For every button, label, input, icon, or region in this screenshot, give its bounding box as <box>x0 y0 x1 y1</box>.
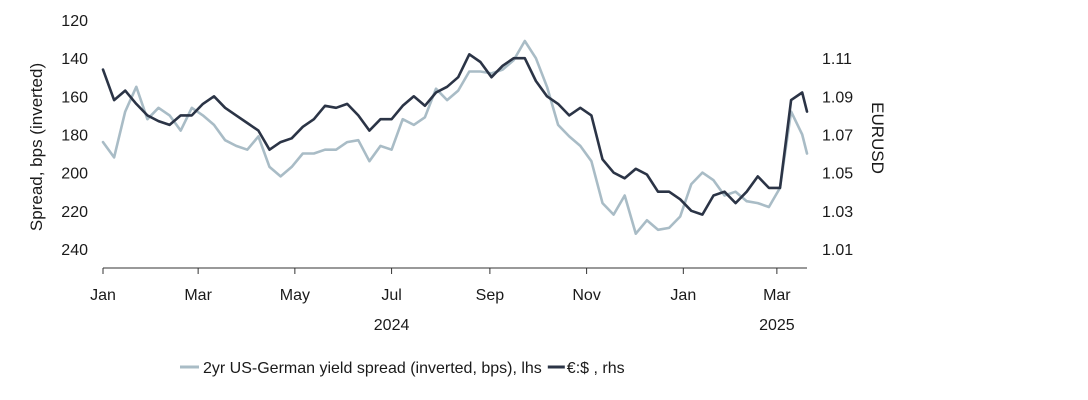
right-tick-label: 1.03 <box>822 204 853 221</box>
series-line-0 <box>101 39 809 235</box>
x-year-label: 2024 <box>374 317 410 334</box>
x-tick-label: May <box>280 287 310 304</box>
right-tick-label: 1.11 <box>822 51 852 68</box>
right-tick-label: 1.05 <box>822 166 853 183</box>
legend: 2yr US-German yield spread (inverted, bp… <box>180 360 625 377</box>
left-tick-label: 240 <box>61 242 88 259</box>
x-tick-label: Mar <box>184 287 212 304</box>
left-axis-title: Spread, bps (inverted) <box>27 63 46 231</box>
x-year-label: 2025 <box>759 317 795 334</box>
x-tick-label: Jan <box>90 287 116 304</box>
left-tick-label: 120 <box>61 13 88 30</box>
left-tick-label: 160 <box>61 89 88 106</box>
x-tick-label: Jul <box>381 287 401 304</box>
x-tick-label: Jan <box>670 287 696 304</box>
axes: Jan Mar May Jul Sep Nov Jan Mar 2024 2025 120 140 16… <box>61 13 853 334</box>
right-tick-label: 1.09 <box>822 89 853 106</box>
right-tick-label: 1.07 <box>822 127 853 144</box>
left-tick-label: 140 <box>61 51 88 68</box>
legend-label-0: 2yr US-German yield spread (inverted, bp… <box>203 360 542 377</box>
x-tick-label: Nov <box>572 287 600 304</box>
right-axis-title: EURUSD <box>868 102 887 174</box>
x-tick-label: Sep <box>476 287 505 304</box>
right-tick-label: 1.01 <box>822 242 853 259</box>
left-tick-label: 200 <box>61 166 88 183</box>
plot-area <box>101 39 809 235</box>
x-tick-label: Mar <box>763 287 791 304</box>
left-tick-label: 220 <box>61 204 88 221</box>
series-line-1 <box>101 53 809 216</box>
left-tick-label: 180 <box>61 127 88 144</box>
legend-label-1: €:$ , rhs <box>567 360 625 377</box>
